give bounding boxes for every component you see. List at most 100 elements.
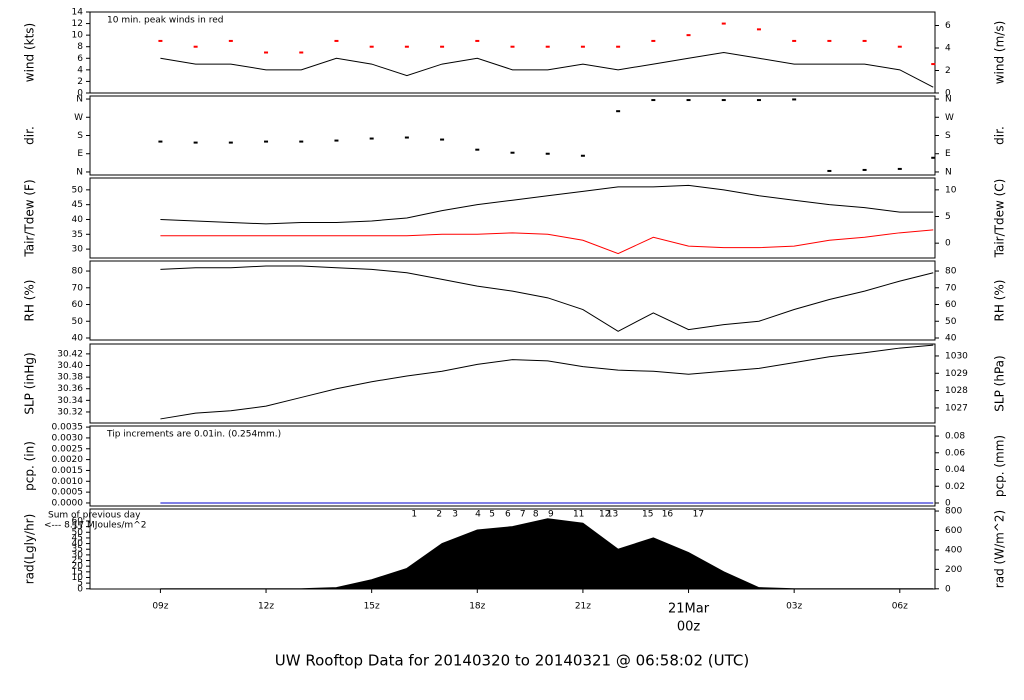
data-point — [299, 51, 304, 54]
y-tick-label: 30.36 — [57, 384, 83, 394]
x-tick-label: 12z — [258, 602, 274, 612]
y-axis-label: Tair/Tdew (F) — [23, 179, 37, 257]
data-point — [440, 45, 445, 48]
data-point — [580, 45, 585, 48]
data-point — [686, 34, 691, 37]
data-point — [792, 98, 797, 101]
y2-axis-label: pcp. (mm) — [993, 435, 1007, 497]
event-label: 13 — [607, 510, 618, 520]
y-tick-label: 35 — [72, 230, 83, 240]
y-tick-label: 30 — [72, 245, 84, 255]
y-axis-label: SLP (inHg) — [23, 352, 37, 414]
y-tick-label: E — [945, 149, 951, 159]
y-tick-label: 30.32 — [57, 407, 83, 417]
y-tick-label: 800 — [945, 507, 962, 517]
y-tick-label: W — [74, 113, 83, 123]
y-tick-label: 0.04 — [945, 465, 965, 475]
data-point — [545, 152, 550, 155]
data-point — [299, 140, 304, 143]
y-tick-label: N — [76, 167, 83, 177]
line — [160, 229, 934, 255]
panel-frame — [89, 260, 936, 341]
y-tick-label: 40 — [945, 333, 957, 343]
y-tick-label: 10 — [72, 31, 84, 41]
y-tick-label: 6 — [77, 54, 83, 64]
data-point — [931, 63, 936, 66]
y-tick-label: 30.42 — [57, 349, 83, 359]
data-point — [827, 169, 832, 172]
data-point — [616, 45, 621, 48]
y-tick-label: 1030 — [945, 351, 968, 361]
data-point — [369, 45, 374, 48]
data-point — [158, 140, 163, 143]
x-tick-label: 00z — [677, 620, 701, 635]
y-tick-label: 50 — [945, 317, 957, 327]
y-tick-label: 30.38 — [57, 373, 83, 383]
y-tick-label: 10 — [72, 573, 84, 583]
event-label: 17 — [693, 510, 704, 520]
data-point — [475, 39, 480, 42]
event-label: 16 — [662, 510, 674, 520]
y-tick-label: 50 — [72, 528, 84, 538]
line — [160, 51, 934, 88]
data-point — [264, 140, 269, 143]
data-point — [475, 148, 480, 151]
data-point — [264, 51, 269, 54]
data-point — [686, 99, 691, 102]
y-tick-label: 0.0010 — [52, 477, 84, 487]
data-point — [931, 156, 936, 159]
event-label: 3 — [452, 510, 458, 520]
data-point — [193, 45, 198, 48]
y2-axis-label: Tair/Tdew (C) — [993, 179, 1007, 259]
y-tick-label: 50 — [72, 317, 84, 327]
panel-frame — [89, 95, 936, 176]
y-tick-label: 0 — [77, 584, 83, 594]
y-tick-label: 4 — [945, 44, 951, 54]
data-point — [440, 138, 445, 141]
data-point — [651, 39, 656, 42]
x-tick-label: 09z — [152, 602, 168, 612]
data-point — [510, 45, 515, 48]
event-label: 1 — [411, 510, 417, 520]
data-point — [862, 168, 867, 171]
y-tick-label: 0 — [945, 584, 951, 594]
x-tick-label: 18z — [469, 602, 485, 612]
y-tick-label: 14 — [72, 8, 84, 18]
y2-axis-label: wind (m/s) — [993, 21, 1007, 85]
y-tick-label: 70 — [945, 283, 957, 293]
y-tick-label: 0 — [945, 498, 951, 508]
date-label: 21Mar — [668, 602, 710, 617]
data-point — [721, 22, 726, 25]
event-label: 8 — [533, 510, 539, 520]
y-axis-label: RH (%) — [23, 280, 37, 322]
y-tick-label: 30.34 — [57, 396, 83, 406]
y-tick-label: 45 — [72, 533, 83, 543]
y-tick-label: W — [945, 113, 954, 123]
area — [160, 518, 934, 590]
y-tick-label: 1028 — [945, 386, 968, 396]
x-tick-label: 21z — [575, 602, 591, 612]
y-tick-label: 0.08 — [945, 432, 965, 442]
data-point — [862, 39, 867, 42]
data-point — [404, 136, 409, 139]
data-point — [193, 141, 198, 144]
y-tick-label: 25 — [72, 556, 83, 566]
data-point — [756, 99, 761, 102]
y2-axis-label: SLP (hPa) — [993, 355, 1007, 411]
y-tick-label: 40 — [72, 539, 84, 549]
y-tick-label: 45 — [72, 200, 83, 210]
data-point — [792, 39, 797, 42]
y2-axis-label: dir. — [993, 126, 1007, 145]
event-label: 11 — [573, 510, 584, 520]
annotation: Tip increments are 0.01in. (0.254mm.) — [106, 430, 281, 440]
data-point — [334, 139, 339, 142]
y-tick-label: 35 — [72, 545, 83, 555]
y-axis-label: dir. — [23, 126, 37, 145]
data-point — [334, 39, 339, 42]
data-point — [228, 39, 233, 42]
y-tick-label: 2 — [945, 66, 951, 76]
panel-frame — [89, 11, 936, 94]
data-point — [228, 141, 233, 144]
chart-title: UW Rooftop Data for 20140320 to 20140321… — [275, 652, 749, 670]
